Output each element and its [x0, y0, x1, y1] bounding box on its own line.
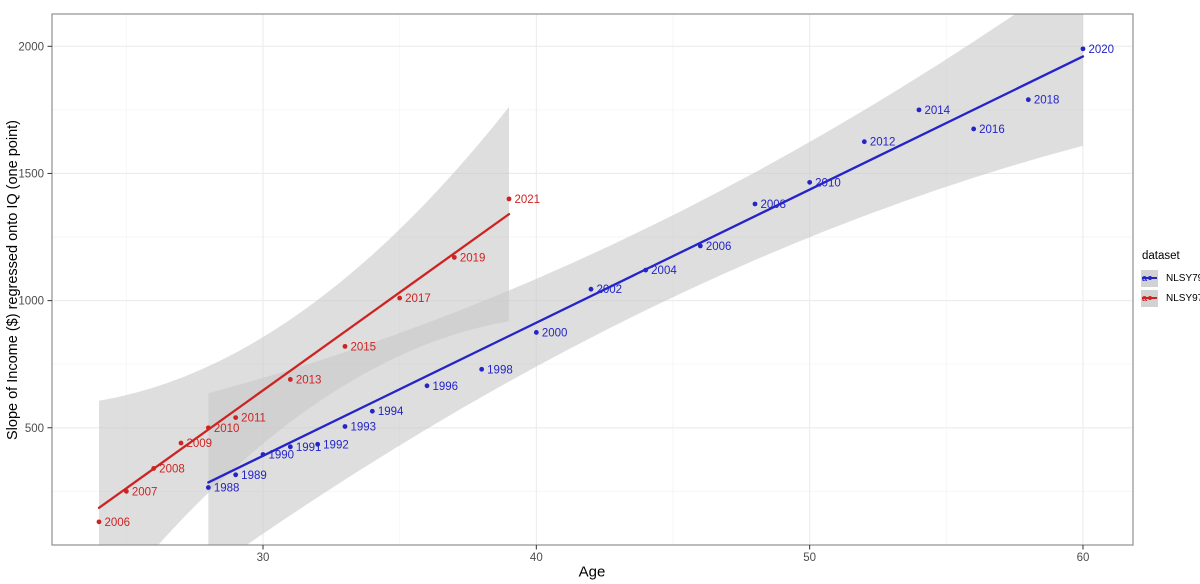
data-point	[643, 267, 649, 273]
point-label: 2011	[241, 413, 266, 425]
y-tick-label: 500	[25, 423, 44, 435]
legend-item-nlsy97[interactable]: a NLSY97	[1141, 289, 1200, 307]
data-point	[96, 519, 102, 525]
data-point	[233, 415, 239, 420]
points-nlsy79	[205, 46, 1086, 490]
point-label: 2002	[596, 284, 622, 296]
trend-line-nlsy97	[97, 212, 511, 510]
point-label: 1990	[269, 449, 295, 461]
legend-key-smooth-point-icon: a	[1141, 269, 1158, 287]
ci-band-nlsy79	[208, 14, 1083, 545]
point-label: 1989	[241, 470, 267, 482]
legend-item-label: NLSY79	[1166, 272, 1200, 284]
point-label: 2008	[760, 199, 786, 211]
point-label: 2000	[542, 327, 568, 339]
data-point	[342, 343, 348, 349]
data-point	[260, 452, 266, 457]
data-point	[697, 243, 703, 249]
point-label: 2020	[1088, 44, 1114, 56]
point-label: 1994	[378, 406, 404, 418]
x-tick-label: 60	[1077, 552, 1090, 564]
legend-title: dataset	[1142, 250, 1180, 262]
legend-item-nlsy79[interactable]: a NLSY79	[1141, 269, 1200, 287]
data-point	[342, 424, 348, 429]
axis-ticks	[47, 45, 1084, 550]
data-point	[233, 472, 239, 478]
data-point	[315, 441, 321, 447]
data-point	[506, 196, 512, 202]
x-tick-label: 40	[530, 552, 543, 564]
point-label: 2019	[460, 252, 486, 264]
data-point	[752, 201, 758, 207]
x-tick-label: 30	[257, 552, 270, 564]
panel-border	[51, 13, 1134, 546]
y-tick-label: 2000	[18, 41, 44, 53]
point-label: 2017	[405, 293, 431, 305]
point-label: 2013	[296, 374, 322, 386]
data-point	[1080, 46, 1086, 52]
data-point	[533, 329, 539, 335]
legend-item-label: NLSY97	[1166, 292, 1200, 304]
x-axis-title: Age	[578, 563, 606, 581]
data-point	[397, 295, 403, 301]
point-label: 2012	[870, 137, 896, 149]
data-point	[1025, 97, 1031, 103]
point-label: 1998	[487, 364, 513, 376]
legend-key-smooth-point-icon: a	[1141, 289, 1158, 307]
data-point	[861, 139, 867, 145]
data-point	[916, 107, 922, 113]
data-point	[369, 408, 375, 414]
point-label: 2006	[706, 241, 732, 253]
point-label: 2021	[514, 194, 540, 206]
point-label: 2009	[187, 438, 213, 450]
point-label: 1996	[433, 381, 459, 393]
data-point	[971, 126, 977, 132]
x-tick-label: 50	[803, 552, 816, 564]
point-label: 1993	[351, 421, 377, 433]
points-nlsy97	[96, 196, 512, 525]
point-label: 2006	[105, 517, 131, 529]
point-label: 1992	[323, 439, 349, 451]
point-label: 2016	[979, 124, 1005, 136]
data-point	[151, 466, 157, 471]
data-point	[451, 254, 457, 260]
data-point	[287, 377, 293, 382]
data-point	[479, 366, 485, 372]
point-label: 1988	[214, 483, 240, 495]
data-point	[287, 444, 293, 450]
point-label: 2015	[351, 341, 377, 353]
data-point	[588, 286, 594, 292]
point-label: 2014	[924, 105, 950, 117]
y-tick-label: 1500	[18, 168, 44, 180]
data-point	[205, 425, 211, 431]
data-point	[123, 488, 129, 494]
point-label: 2018	[1034, 95, 1060, 107]
axis-tick-labels: 30 40 50 60 500 1000 1500 2000	[18, 41, 1089, 564]
point-label: 2004	[651, 265, 677, 277]
point-label: 2007	[132, 486, 158, 498]
point-label: 2008	[159, 463, 185, 475]
data-point	[205, 485, 211, 490]
data-point	[178, 440, 184, 446]
legend: dataset a NLSY79 a NLSY97	[1141, 250, 1200, 309]
point-label: 1991	[296, 442, 322, 454]
data-point	[424, 383, 430, 389]
point-label: 2010	[214, 423, 240, 435]
data-point	[807, 179, 813, 185]
point-label: 2010	[815, 177, 841, 189]
y-axis-title: Slope of Income ($) regressed onto IQ (o…	[5, 120, 21, 440]
y-tick-label: 1000	[18, 296, 44, 308]
